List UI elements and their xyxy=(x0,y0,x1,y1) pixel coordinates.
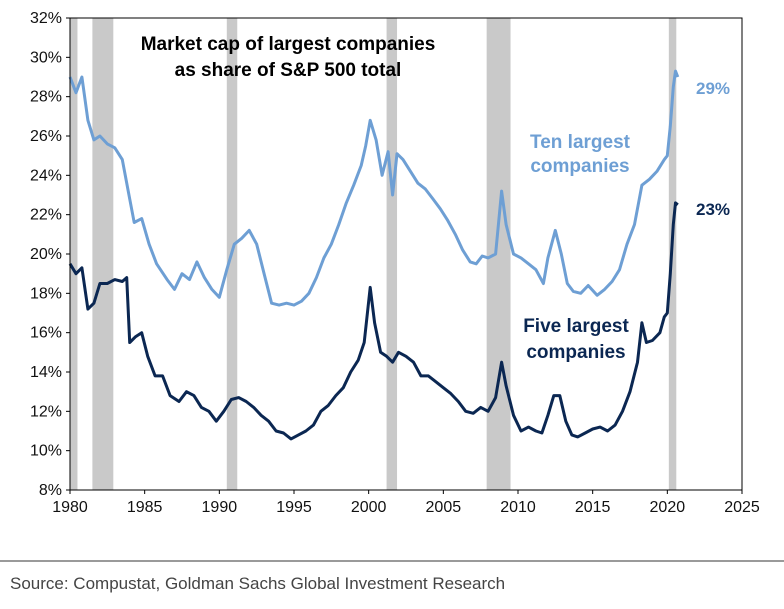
y-tick-label-12: 32% xyxy=(30,10,62,27)
y-tick-label-11: 30% xyxy=(30,49,62,66)
recession-band-3 xyxy=(386,18,398,490)
y-tick-label-6: 20% xyxy=(30,246,62,263)
y-tick-label-9: 26% xyxy=(30,128,62,145)
x-tick-label-7: 2015 xyxy=(575,499,611,516)
ten-largest-end-label: 29% xyxy=(696,79,730,98)
series-line-five-largest xyxy=(68,201,679,441)
y-tick-label-1: 10% xyxy=(30,443,62,460)
y-tick-label-7: 22% xyxy=(30,207,62,224)
recession-band-1 xyxy=(92,18,114,490)
y-tick-label-10: 28% xyxy=(30,89,62,106)
recession-bands xyxy=(70,18,677,490)
series-layer xyxy=(68,69,680,441)
five-largest-end-label: 23% xyxy=(696,200,730,219)
x-tick-label-9: 2025 xyxy=(724,499,760,516)
recession-band-4 xyxy=(486,18,511,490)
five-largest-label-line-2: companies xyxy=(526,342,625,363)
x-tick-label-4: 2000 xyxy=(351,499,387,516)
chart-title-line-1: Market cap of largest companies xyxy=(141,34,436,55)
x-tick-label-2: 1990 xyxy=(202,499,238,516)
chart: 8% 10% 12% 14% 16% 18% 20% 22% 24% 26% 28% 30% 32% 19… xyxy=(30,10,760,516)
source-note: Source: Compustat, Goldman Sachs Global … xyxy=(10,574,506,593)
y-tick-label-0: 8% xyxy=(39,482,62,499)
x-tick-label-3: 1995 xyxy=(276,499,312,516)
footer-rule xyxy=(0,560,784,562)
chart-title-line-2: as share of S&P 500 total xyxy=(175,60,402,81)
ten-largest-label-line-1: Ten largest xyxy=(530,132,631,153)
y-tick-label-3: 14% xyxy=(30,364,62,381)
y-tick-label-4: 16% xyxy=(30,325,62,342)
x-tick-label-5: 2005 xyxy=(426,499,462,516)
y-tick-label-2: 12% xyxy=(30,403,62,420)
y-tick-label-5: 18% xyxy=(30,285,62,302)
axis-ticks: 8% 10% 12% 14% 16% 18% 20% 22% 24% 26% 28% 30% 32% 19… xyxy=(30,10,760,516)
x-tick-label-8: 2020 xyxy=(650,499,686,516)
recession-band-0 xyxy=(70,18,78,490)
five-largest-label-line-1: Five largest xyxy=(523,316,629,337)
x-tick-label-1: 1985 xyxy=(127,499,163,516)
x-tick-label-0: 1980 xyxy=(52,499,88,516)
y-tick-label-8: 24% xyxy=(30,167,62,184)
plot-frame xyxy=(69,17,743,491)
series-line-ten-largest xyxy=(68,69,680,307)
x-tick-label-6: 2010 xyxy=(500,499,536,516)
ten-largest-label-line-2: companies xyxy=(530,156,629,177)
